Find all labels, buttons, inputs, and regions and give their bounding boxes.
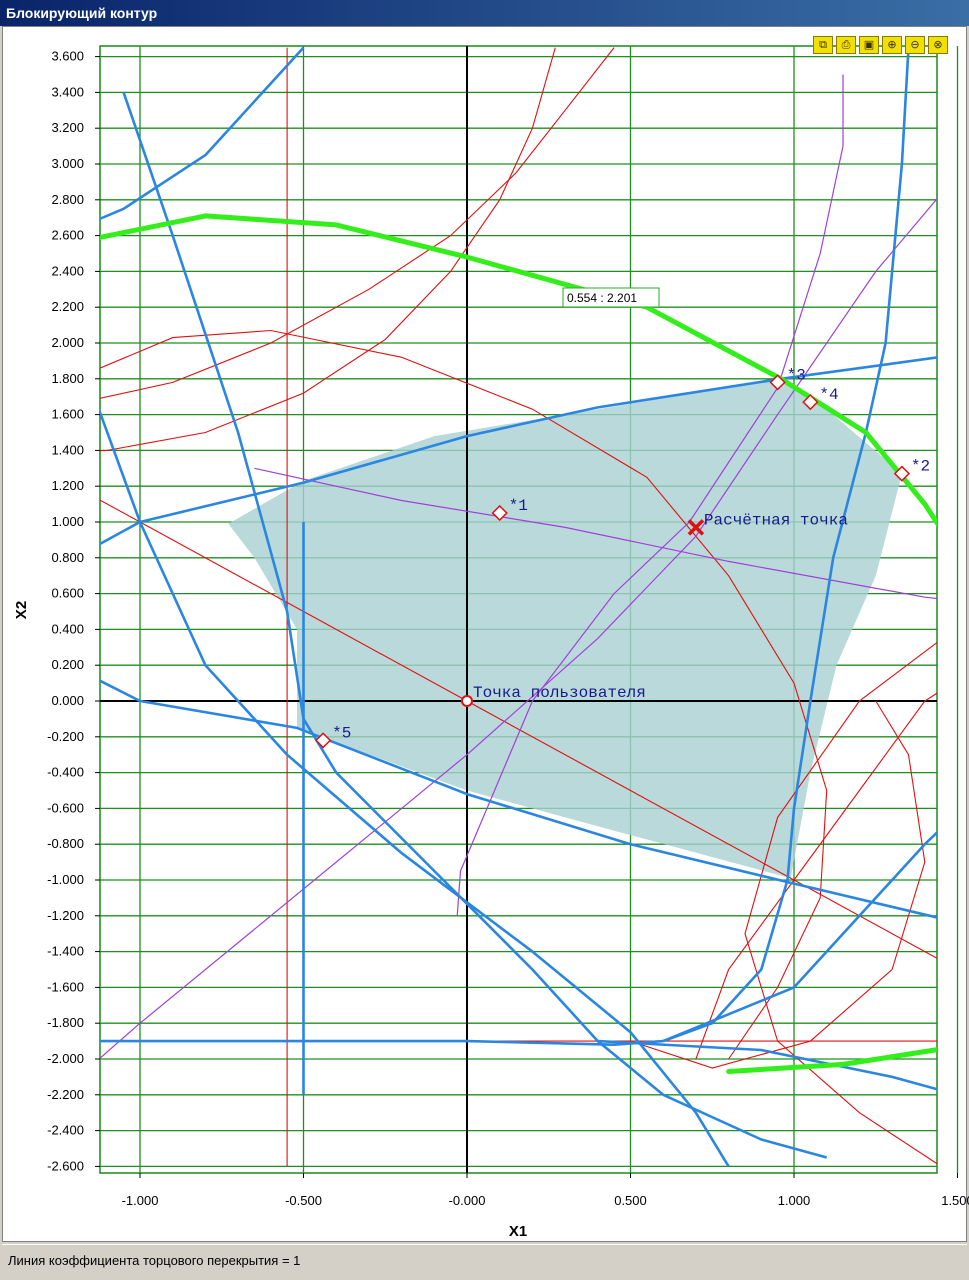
y-tick-label: -1.400	[47, 944, 84, 959]
x-tick-label: 1.500	[941, 1193, 969, 1208]
y-tick-label: 3.400	[51, 84, 84, 99]
special-point-label: *4	[819, 386, 838, 404]
coordinate-tooltip: 0.554 : 2.201	[562, 287, 660, 308]
y-tick-label: 2.600	[51, 228, 84, 243]
window-title: Блокирующий контур	[6, 5, 158, 21]
red-curve	[100, 47, 615, 399]
zoom-reset-button[interactable]: ⊗	[928, 36, 948, 54]
y-tick-label: 3.600	[51, 49, 84, 64]
calculated-point-marker	[687, 519, 705, 536]
y-tick-label: -0.200	[47, 729, 84, 744]
zoom-reset-icon: ⊗	[933, 38, 943, 51]
blue-curve	[941, 916, 957, 1167]
save-button[interactable]: ▣	[859, 36, 879, 54]
y-tick-label: 3.000	[51, 156, 84, 171]
blue-curve	[597, 1039, 937, 1091]
blue-curve	[100, 356, 937, 546]
y-axis-label: X2	[13, 601, 30, 619]
special-point-label: *1	[509, 497, 528, 515]
y-tick-label: -2.600	[47, 1158, 84, 1173]
y-tick-label: -0.800	[47, 836, 84, 851]
y-tick-label: 0.200	[51, 657, 84, 672]
tooltip-text: 0.554 : 2.201	[567, 291, 637, 305]
y-tick-label: 1.200	[51, 478, 84, 493]
special-point-label: *5	[332, 724, 351, 742]
x-tick-label: 1.000	[778, 1193, 811, 1208]
y-tick-label: -2.400	[47, 1123, 84, 1138]
red-curve	[630, 700, 926, 1069]
special-point-marker	[769, 374, 786, 391]
y-tick-label: -1.200	[47, 908, 84, 923]
window-title-bar: Блокирующий контур	[0, 0, 969, 26]
status-bar: Линия коэффициента торцового перекрытия …	[2, 1244, 967, 1276]
copy-icon: ⧉	[819, 38, 827, 51]
special-point-marker	[491, 504, 508, 522]
special-point-label: *2	[911, 458, 930, 476]
y-tick-label: 1.000	[51, 514, 84, 529]
y-tick-label: 1.400	[51, 442, 84, 457]
y-tick-label: 1.800	[51, 371, 84, 386]
tick-labels: -2.000-1.500-1.000-0.500-0.0000.5001.000…	[47, 49, 969, 1208]
y-tick-label: 0.800	[51, 550, 84, 565]
purple-curve	[254, 467, 937, 600]
y-tick-label: 2.000	[51, 335, 84, 350]
x-tick-label: -0.500	[285, 1193, 322, 1208]
red-curve	[695, 692, 937, 1060]
zoom-out-button[interactable]: ⊖	[905, 36, 925, 54]
y-tick-label: 0.400	[51, 621, 84, 636]
feasible-region-layer	[228, 378, 902, 879]
blue-curve	[100, 46, 305, 221]
y-tick-label: 0.000	[51, 693, 84, 708]
zoom-in-icon: ⊕	[887, 38, 897, 51]
print-icon: ⎙	[841, 38, 851, 51]
chart-toolbar: ⧉ ⎙ ▣ ⊕ ⊖ ⊗	[813, 36, 948, 54]
status-text: Линия коэффициента торцового перекрытия …	[8, 1253, 301, 1268]
zoom-in-button[interactable]: ⊕	[882, 36, 902, 54]
chart-canvas[interactable]: *1 *2 *3 *4 *5 Расчётная точка Точка пользоват…	[0, 0, 969, 1244]
special-point-label: *3	[787, 366, 806, 384]
y-tick-label: 3.200	[51, 120, 84, 135]
calculated-point-label: Расчётная точка	[704, 511, 848, 529]
copy-button[interactable]: ⧉	[813, 36, 833, 54]
red-curve	[100, 329, 828, 1060]
blue-curve	[100, 679, 937, 919]
y-tick-label: 2.800	[51, 192, 84, 207]
y-tick-label: 2.200	[51, 299, 84, 314]
print-button[interactable]: ⎙	[836, 36, 856, 54]
zoom-out-icon: ⊖	[910, 38, 920, 51]
y-tick-label: -0.600	[47, 800, 84, 815]
blue-curve	[662, 830, 937, 1043]
y-tick-label: 1.600	[51, 407, 84, 422]
special-point-marker	[802, 393, 819, 411]
red-curve	[744, 641, 937, 1165]
y-tick-label: 2.400	[51, 263, 84, 278]
purple-curve	[100, 197, 937, 1060]
red-curve	[100, 47, 556, 452]
y-tick-label: 0.600	[51, 586, 84, 601]
blue-curve	[122, 91, 828, 1159]
y-tick-label: -2.200	[47, 1087, 84, 1102]
feasible-region	[228, 378, 902, 879]
user-point-label: Точка пользователя	[473, 684, 646, 702]
red-curve	[100, 499, 937, 959]
x-axis-label: X1	[509, 1223, 527, 1240]
y-tick-label: -1.800	[47, 1015, 84, 1030]
y-tick-label: -2.000	[47, 1051, 84, 1066]
x-tick-label: 0.500	[614, 1193, 647, 1208]
blue-curve	[662, 47, 910, 1043]
x-tick-label: -0.000	[449, 1193, 486, 1208]
blue-curve	[100, 408, 730, 1168]
y-tick-label: -0.400	[47, 765, 84, 780]
special-point-marker	[893, 465, 911, 482]
special-point-marker	[314, 732, 332, 749]
y-tick-label: -1.600	[47, 979, 84, 994]
markers-layer: *1 *2 *3 *4 *5 Расчётная точка Точка пользоват…	[314, 366, 930, 749]
y-tick-label: -1.000	[47, 872, 84, 887]
user-point-marker	[461, 695, 473, 707]
save-icon: ▣	[863, 38, 875, 51]
x-tick-label: -1.000	[122, 1193, 159, 1208]
